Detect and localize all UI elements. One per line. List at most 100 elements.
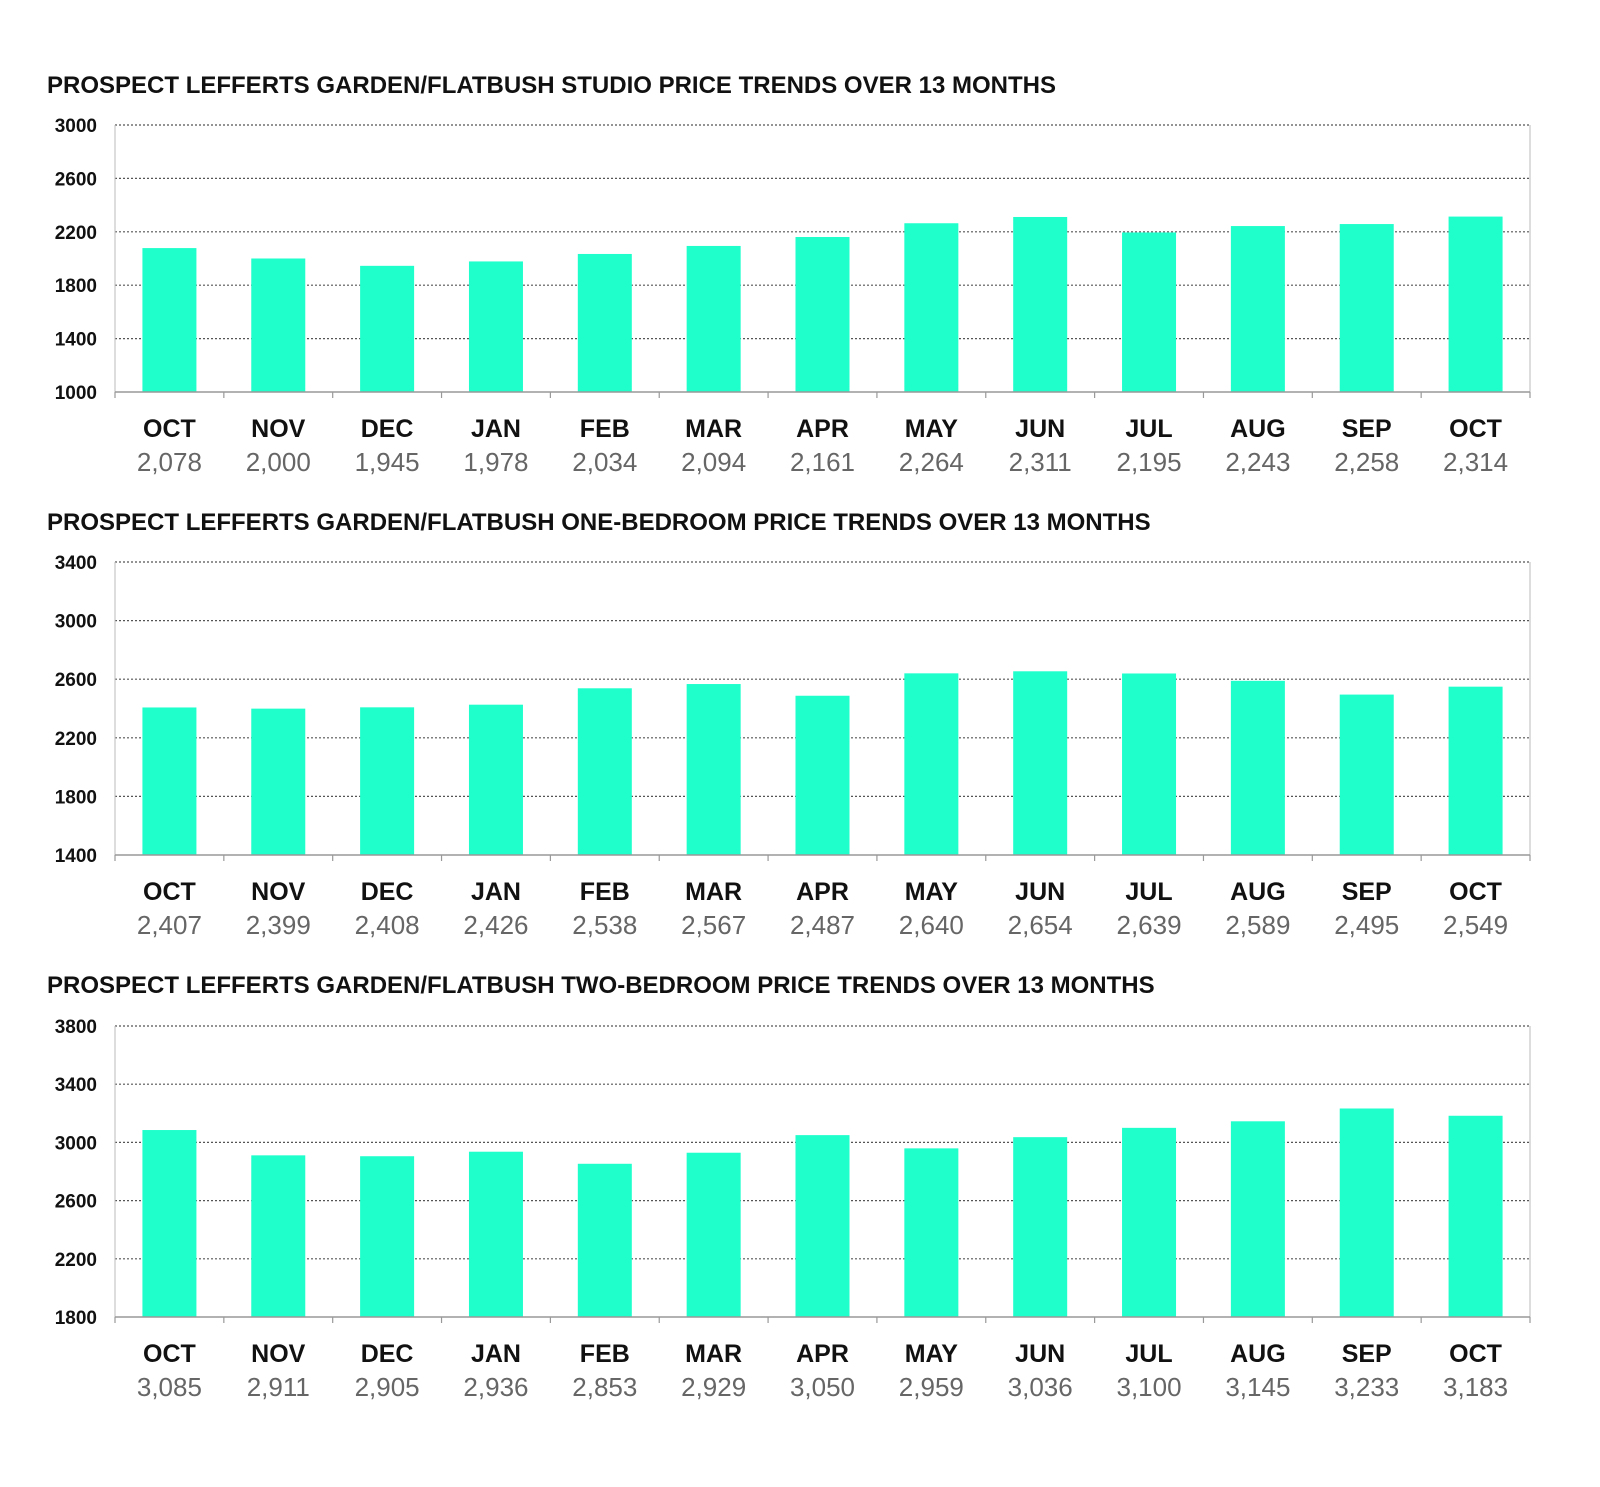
bar-mar <box>686 245 741 392</box>
value-label: 3,183 <box>1443 1372 1508 1402</box>
bar-dec <box>360 707 415 855</box>
value-label: 2,195 <box>1116 447 1181 477</box>
value-label: 2,407 <box>137 910 202 940</box>
month-label: JUL <box>1125 878 1172 906</box>
y-tick-label: 2600 <box>55 1192 97 1213</box>
bar-sep <box>1339 694 1394 855</box>
month-label: JUN <box>1015 1340 1065 1368</box>
month-label: MAY <box>905 878 959 906</box>
value-label: 2,905 <box>355 1372 420 1402</box>
bar-aug <box>1230 680 1285 855</box>
month-label: MAR <box>685 415 742 443</box>
chart-title: PROSPECT LEFFERTS GARDEN/FLATBUSH STUDIO… <box>47 72 1056 99</box>
bar-jul <box>1122 673 1177 855</box>
y-tick-label: 2200 <box>55 729 97 750</box>
bar-aug <box>1230 1121 1285 1317</box>
y-tick-label: 3000 <box>55 1133 97 1154</box>
y-tick-label: 3800 <box>55 1017 97 1038</box>
month-label: MAY <box>905 415 959 443</box>
month-label: OCT <box>1449 878 1502 906</box>
bar-jul <box>1122 1127 1177 1317</box>
value-label: 2,936 <box>463 1372 528 1402</box>
value-label: 2,399 <box>246 910 311 940</box>
month-label: AUG <box>1230 415 1286 443</box>
month-label: OCT <box>143 878 196 906</box>
month-label: NOV <box>251 415 306 443</box>
bar-oct <box>142 248 197 392</box>
bar-jul <box>1122 232 1177 392</box>
y-tick-label: 1000 <box>55 383 97 404</box>
month-label: MAY <box>905 1340 959 1368</box>
y-tick-label: 3400 <box>55 553 97 574</box>
month-label: OCT <box>1449 1340 1502 1368</box>
value-label: 2,911 <box>247 1372 310 1402</box>
month-label: JUL <box>1125 415 1172 443</box>
month-label: JUN <box>1015 878 1065 906</box>
month-label: DEC <box>361 878 414 906</box>
value-label: 3,233 <box>1334 1372 1399 1402</box>
value-label: 2,640 <box>899 910 964 940</box>
chart-3: PROSPECT LEFFERTS GARDEN/FLATBUSH TWO-BE… <box>47 972 1531 1402</box>
bar-oct <box>1448 686 1503 855</box>
value-label: 2,929 <box>681 1372 746 1402</box>
value-label: 1,945 <box>355 447 420 477</box>
value-label: 2,549 <box>1443 910 1508 940</box>
y-tick-label: 1800 <box>55 1308 97 1329</box>
month-label: FEB <box>580 878 630 906</box>
y-tick-label: 3000 <box>55 612 97 633</box>
value-label: 2,654 <box>1008 910 1073 940</box>
value-label: 2,314 <box>1443 447 1508 477</box>
value-label: 2,258 <box>1334 447 1399 477</box>
bar-feb <box>577 1163 632 1317</box>
month-label: FEB <box>580 1340 630 1368</box>
month-label: OCT <box>143 415 196 443</box>
value-label: 2,243 <box>1225 447 1290 477</box>
month-label: SEP <box>1342 878 1392 906</box>
value-label: 3,085 <box>137 1372 202 1402</box>
bar-feb <box>577 253 632 392</box>
bar-oct <box>1448 216 1503 392</box>
value-label: 3,050 <box>790 1372 855 1402</box>
value-label: 3,100 <box>1116 1372 1181 1402</box>
y-tick-label: 1400 <box>55 330 97 351</box>
value-label: 2,408 <box>355 910 420 940</box>
value-label: 2,311 <box>1009 447 1072 477</box>
bar-sep <box>1339 1108 1394 1317</box>
bar-nov <box>251 1155 306 1317</box>
month-label: SEP <box>1342 1340 1392 1368</box>
bar-may <box>904 223 959 392</box>
month-label: DEC <box>361 1340 414 1368</box>
month-label: OCT <box>1449 415 1502 443</box>
bar-oct <box>142 707 197 855</box>
bar-jun <box>1013 1137 1068 1317</box>
month-label: MAR <box>685 1340 742 1368</box>
value-label: 1,978 <box>463 447 528 477</box>
value-label: 2,426 <box>463 910 528 940</box>
bar-apr <box>795 237 850 392</box>
bar-mar <box>686 1152 741 1317</box>
chart-title: PROSPECT LEFFERTS GARDEN/FLATBUSH TWO-BE… <box>47 972 1155 999</box>
month-label: JAN <box>471 878 521 906</box>
y-tick-label: 2600 <box>55 670 97 691</box>
bar-nov <box>251 708 306 855</box>
value-label: 2,000 <box>246 447 311 477</box>
bar-jan <box>468 261 523 392</box>
month-label: JAN <box>471 1340 521 1368</box>
bar-jun <box>1013 216 1068 392</box>
month-label: APR <box>796 415 849 443</box>
y-tick-label: 2200 <box>55 223 97 244</box>
month-label: FEB <box>580 415 630 443</box>
bar-oct <box>1448 1115 1503 1317</box>
bar-may <box>904 673 959 855</box>
bar-dec <box>360 265 415 392</box>
bar-jun <box>1013 671 1068 855</box>
bar-feb <box>577 688 632 855</box>
value-label: 2,034 <box>572 447 637 477</box>
value-label: 2,078 <box>137 447 202 477</box>
y-tick-label: 3000 <box>55 116 97 137</box>
chart-2: PROSPECT LEFFERTS GARDEN/FLATBUSH ONE-BE… <box>47 509 1531 940</box>
value-label: 2,495 <box>1334 910 1399 940</box>
month-label: JUL <box>1125 1340 1172 1368</box>
value-label: 2,959 <box>899 1372 964 1402</box>
value-label: 2,853 <box>572 1372 637 1402</box>
